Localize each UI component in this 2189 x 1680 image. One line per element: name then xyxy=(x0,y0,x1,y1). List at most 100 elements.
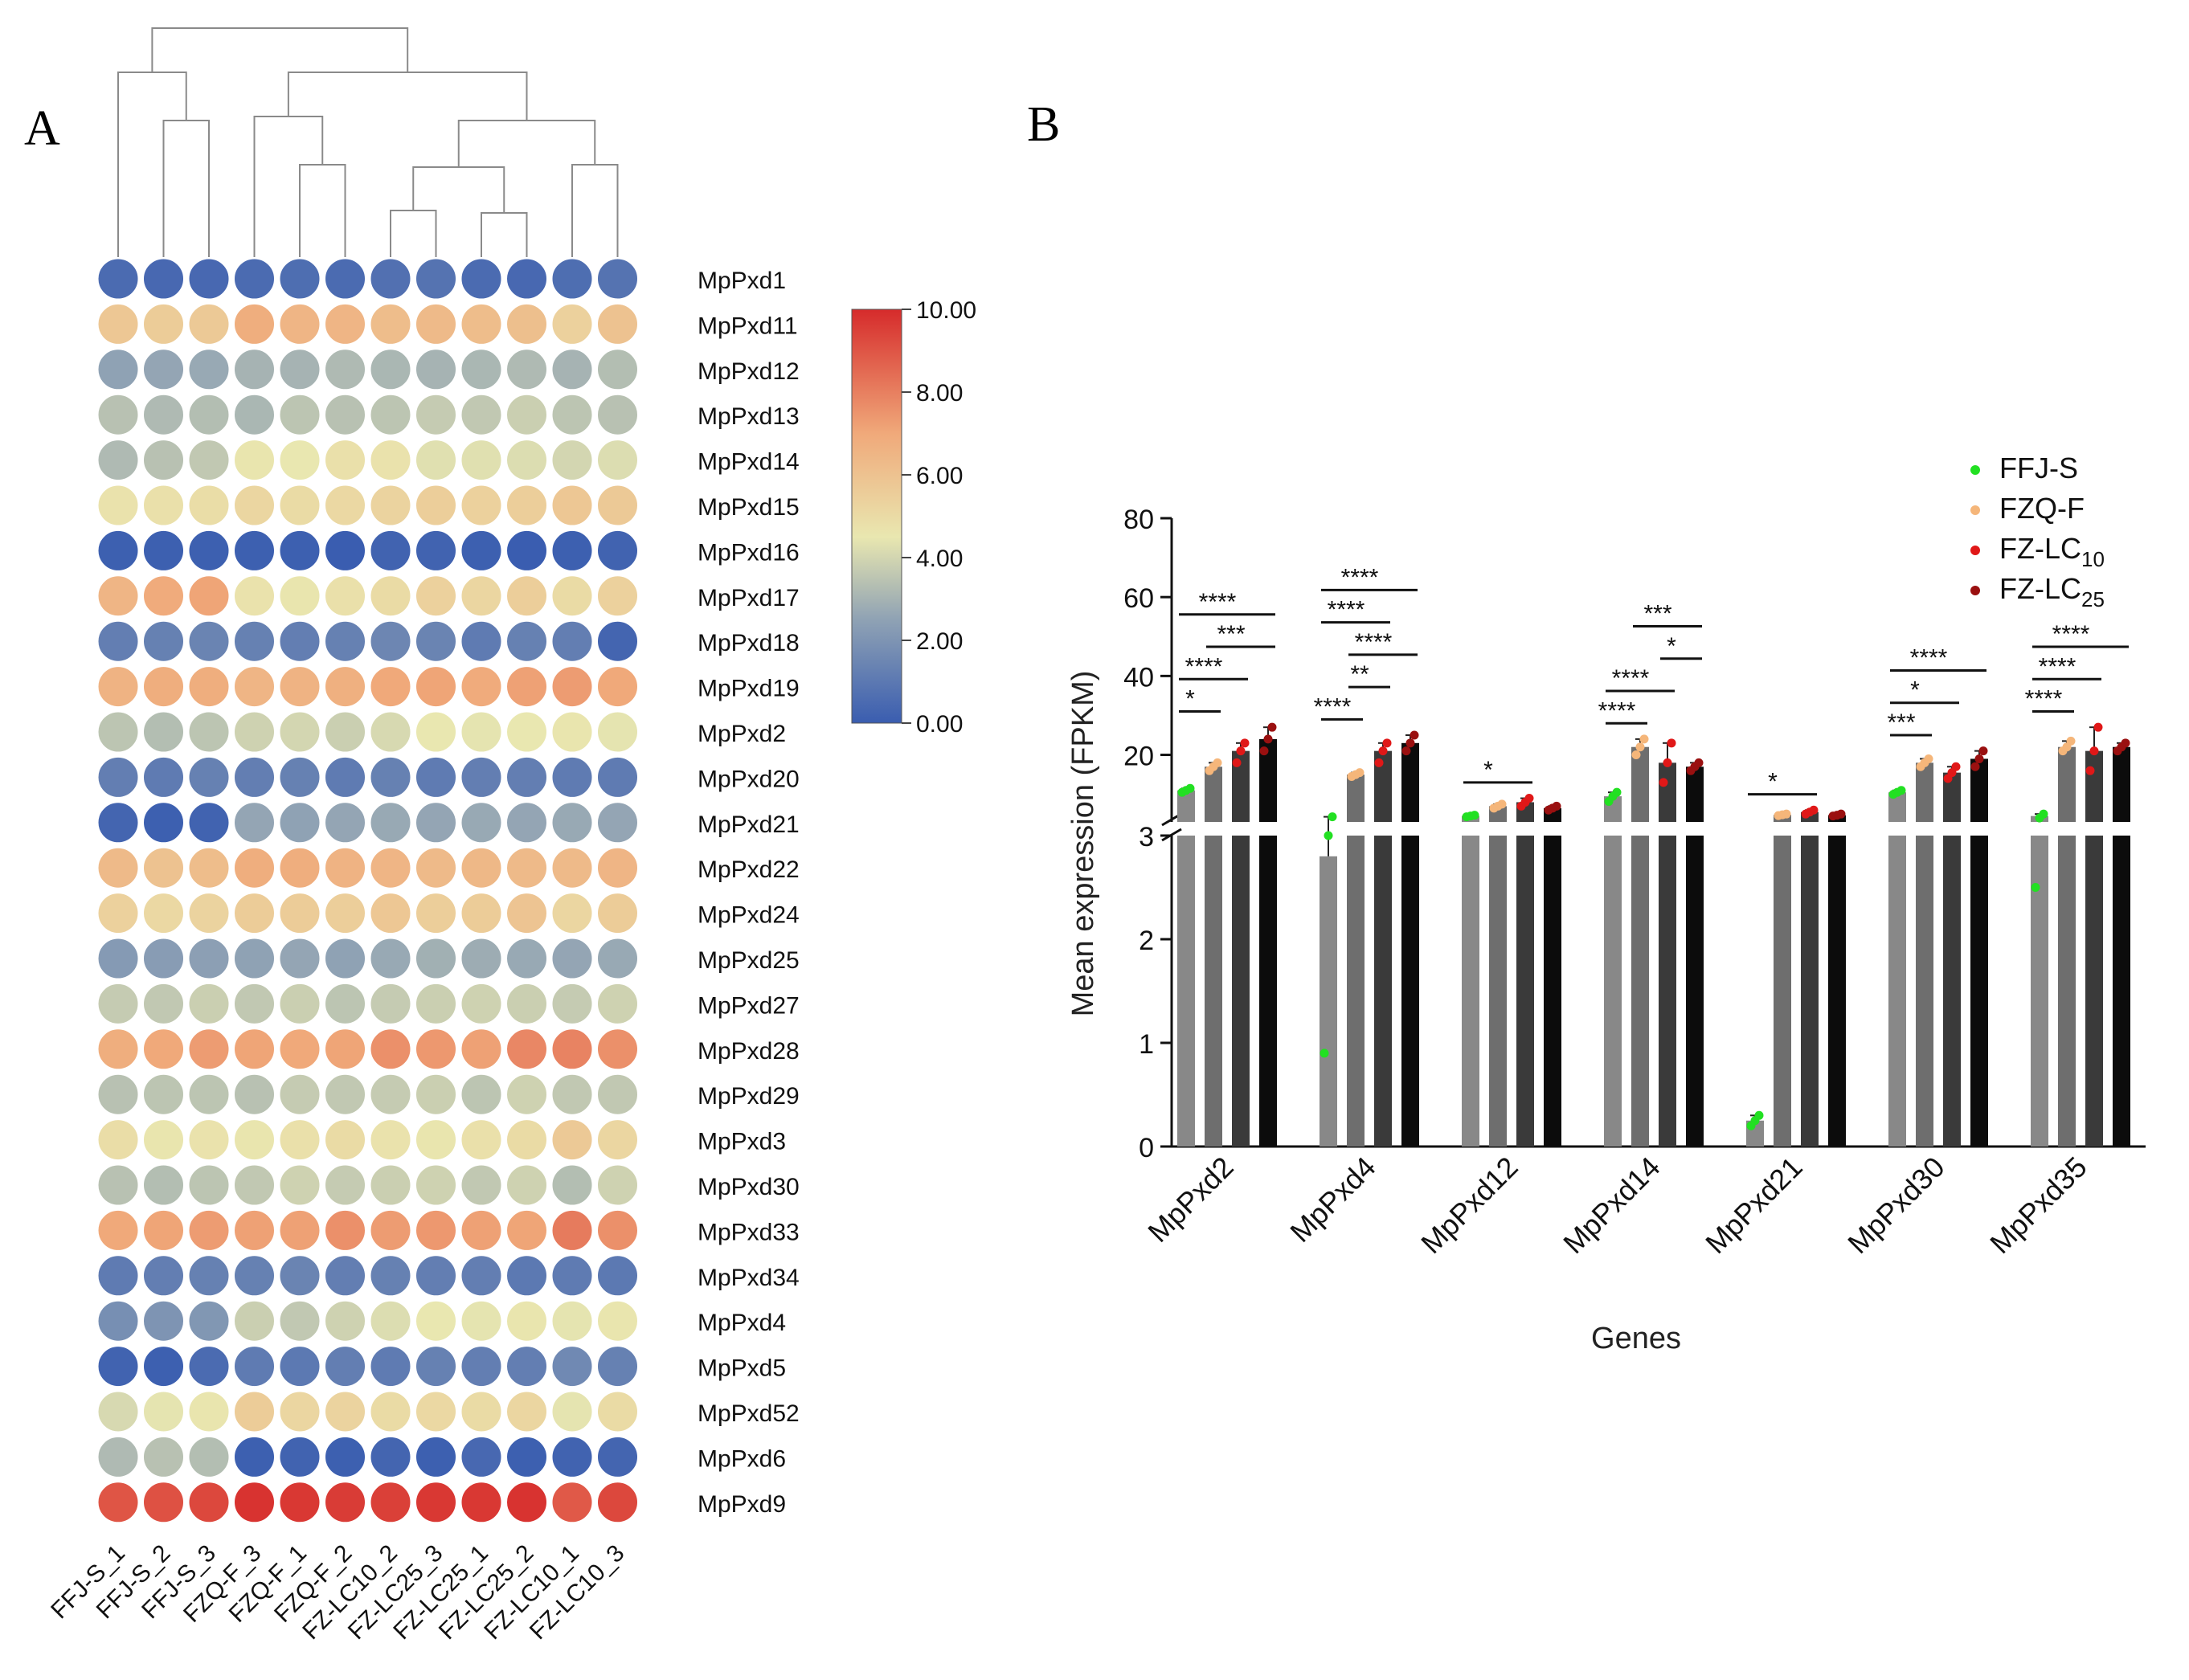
heatmap-cell xyxy=(370,1346,411,1388)
heatmap-cell xyxy=(97,983,139,1024)
heatmap-cell xyxy=(188,1391,230,1433)
x-tick-label: MpPxd4 xyxy=(1283,1151,1381,1249)
heatmap-cell xyxy=(551,802,593,844)
heatmap-cell xyxy=(506,620,547,662)
heatmap-cell xyxy=(325,802,366,844)
heatmap-cell xyxy=(234,620,275,662)
heatmap-cell xyxy=(325,575,366,617)
significance-label: *** xyxy=(1217,621,1245,648)
heatmap-cell xyxy=(234,1346,275,1388)
heatmap-cell xyxy=(370,303,411,345)
panel-b-label: B xyxy=(1027,97,1060,152)
heatmap-cell xyxy=(460,1255,502,1297)
heatmap-row-label: MpPxd16 xyxy=(698,539,800,566)
heatmap-cell xyxy=(234,258,275,300)
heatmap-row-label: MpPxd5 xyxy=(698,1355,786,1382)
bar xyxy=(1916,836,1933,1147)
heatmap-cell xyxy=(460,847,502,889)
heatmap-cell xyxy=(279,893,321,934)
heatmap-cell xyxy=(415,394,456,435)
heatmap-cell xyxy=(97,1209,139,1251)
heatmap-column-labels: FFJ-S_1FFJ-S_2FFJ-S_3FZQ-F_3FZQ-F_1FZQ-F… xyxy=(46,1540,629,1645)
heatmap-cell xyxy=(551,303,593,345)
data-point xyxy=(1639,734,1649,744)
heatmap-cell xyxy=(415,575,456,617)
heatmap-cell xyxy=(279,258,321,300)
bar xyxy=(1943,772,1961,822)
heatmap-cell xyxy=(551,394,593,435)
heatmap-cell xyxy=(325,349,366,390)
heatmap-cell xyxy=(97,1164,139,1206)
data-point xyxy=(1754,1110,1764,1120)
heatmap-row-label: MpPxd29 xyxy=(698,1083,800,1110)
y-axis-label: Mean expression (FPKM) xyxy=(1066,671,1100,1017)
heatmap-cell xyxy=(597,1346,638,1388)
bar xyxy=(1401,836,1419,1147)
heatmap-cell xyxy=(506,666,547,708)
x-tick-label: MpPxd12 xyxy=(1414,1151,1524,1261)
bar-chart: 0 1 2 3 20 40 60 80 MpPxd2 MpPxd4 MpPxd12 MpPxd14 Mp… xyxy=(1123,505,2146,1260)
y-tick-label: 20 xyxy=(1123,742,1154,772)
legend-label: FZQ-F xyxy=(1999,492,2085,525)
heatmap-cell xyxy=(325,711,366,753)
heatmap-row-label: MpPxd19 xyxy=(698,676,800,702)
heatmap-cell xyxy=(97,1346,139,1388)
bar xyxy=(1177,790,1195,822)
heatmap-cell xyxy=(279,756,321,798)
data-point xyxy=(1782,809,1791,819)
bar xyxy=(1686,836,1704,1147)
heatmap-cell xyxy=(234,303,275,345)
heatmap-cell xyxy=(460,1164,502,1206)
significance-label: **** xyxy=(1355,629,1393,656)
heatmap-cell xyxy=(597,756,638,798)
y-tick-label: 2 xyxy=(1139,926,1154,956)
data-point xyxy=(1382,738,1392,748)
colorbar-tick-label: 8.00 xyxy=(916,380,963,407)
heatmap-cell xyxy=(460,802,502,844)
heatmap-cell xyxy=(460,1436,502,1478)
heatmap-cell xyxy=(325,1482,366,1523)
heatmap-cell xyxy=(188,484,230,526)
bar xyxy=(1232,750,1250,822)
heatmap-cell xyxy=(188,439,230,481)
heatmap-cell xyxy=(188,1209,230,1251)
heatmap-cell xyxy=(506,484,547,526)
heatmap-cell xyxy=(370,1209,411,1251)
heatmap-cell xyxy=(506,1209,547,1251)
heatmap-cell xyxy=(325,893,366,934)
heatmap-cell xyxy=(188,893,230,934)
heatmap-cell xyxy=(460,439,502,481)
heatmap-cell xyxy=(97,439,139,481)
heatmap-cell xyxy=(234,394,275,435)
heatmap-cell xyxy=(143,529,184,571)
dendrogram-link xyxy=(287,72,528,121)
bar xyxy=(1659,836,1676,1147)
heatmap-cell xyxy=(597,529,638,571)
heatmap-cell xyxy=(506,802,547,844)
x-axis-label: Genes xyxy=(1591,1322,1681,1355)
bar xyxy=(1374,836,1392,1147)
bar xyxy=(1205,766,1222,822)
data-point xyxy=(1374,758,1384,767)
bar xyxy=(1232,836,1250,1147)
heatmap-row-label: MpPxd1 xyxy=(698,268,786,294)
heatmap-cell xyxy=(234,529,275,571)
heatmap-cell xyxy=(597,893,638,934)
heatmap-cell xyxy=(460,394,502,435)
heatmap-cell xyxy=(370,983,411,1024)
heatmap-cell xyxy=(279,983,321,1024)
data-point xyxy=(2066,736,2076,746)
heatmap-cell xyxy=(415,439,456,481)
heatmap-cell xyxy=(506,394,547,435)
significance-label: **** xyxy=(2025,686,2063,713)
heatmap-cell xyxy=(279,1391,321,1433)
heatmap-cell xyxy=(370,1255,411,1297)
heatmap-cell xyxy=(551,1436,593,1478)
heatmap-cell xyxy=(506,1391,547,1433)
colorbar-tick-label: 6.00 xyxy=(916,463,963,489)
heatmap-cell xyxy=(188,938,230,979)
heatmap-cell xyxy=(234,484,275,526)
bar xyxy=(1347,836,1365,1147)
heatmap-cell xyxy=(551,666,593,708)
bar xyxy=(2085,836,2103,1147)
